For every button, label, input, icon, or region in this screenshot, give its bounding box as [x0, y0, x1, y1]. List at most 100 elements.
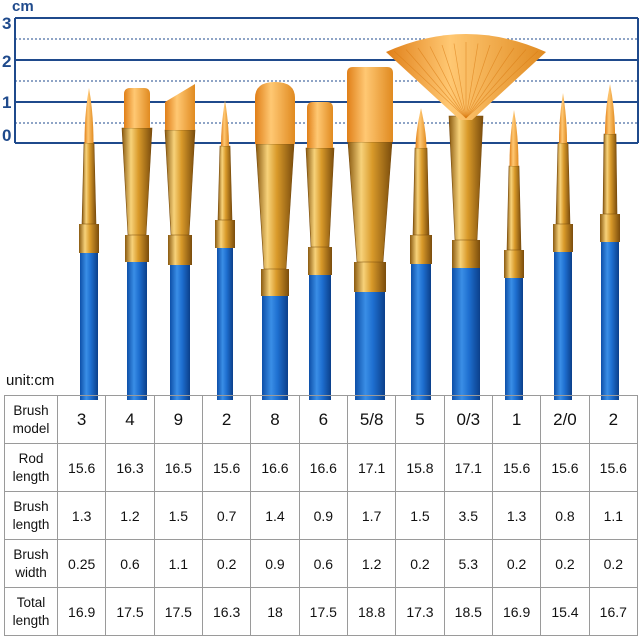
brush-ferrule [81, 142, 97, 225]
table-cell: 1.1 [153, 539, 203, 588]
table-cell: 15.6 [588, 443, 639, 492]
unit-label: unit:cm [6, 372, 55, 389]
table-cell: 15.6 [201, 443, 252, 492]
table-cell: 0.7 [201, 491, 252, 540]
paint-brush-flat [305, 102, 335, 400]
brush-ferrule-band [79, 224, 99, 253]
fan-bristle-line [429, 46, 467, 119]
table-row: Brush length 1.3 1.2 1.5 0.7 1.4 0.9 1.7 1.5 3.5 1.… [4, 491, 639, 540]
table-cell: 2 [201, 395, 252, 444]
row-header-line: Brush [13, 546, 49, 562]
brush-bristles [165, 84, 195, 130]
table-cell: 0.6 [298, 539, 348, 588]
table-cell: 1 [491, 395, 542, 444]
table-cell: 1.5 [395, 491, 445, 540]
brush-bristles [307, 102, 333, 148]
paint-brush-fan [386, 34, 546, 400]
table-cell: 0.2 [540, 539, 590, 588]
brush-handle [127, 262, 147, 400]
brush-bristles [559, 93, 567, 143]
table-cell: 1.3 [491, 491, 542, 540]
ruler-tick-label: 0 [2, 126, 12, 145]
fan-bristle-line [465, 47, 515, 119]
fan-bristle-line [441, 44, 467, 119]
brush-ferrule [347, 141, 393, 263]
brush-bristles [221, 100, 229, 146]
brush-bristles [84, 88, 94, 143]
table-cell: 0.2 [491, 539, 542, 588]
fan-bristle-line [405, 49, 467, 119]
row-header-line: length [12, 516, 50, 532]
paint-brush-round [553, 93, 573, 400]
table-cell: 16.9 [491, 587, 542, 636]
table-cell: 0.9 [250, 539, 300, 588]
table-cell: 17.5 [153, 587, 203, 636]
brush-bristles [605, 84, 615, 134]
brush-ferrule [412, 147, 430, 236]
row-header-line: model [12, 420, 50, 436]
table-cell: 15.6 [540, 443, 590, 492]
brush-illustration [14, 17, 639, 400]
table-cell: 16.3 [105, 443, 155, 492]
paint-brush-round [504, 110, 524, 400]
row-header: Brush length [4, 491, 58, 540]
table-cell: 2 [588, 395, 639, 444]
table-cell: 0.25 [56, 539, 107, 588]
table-cell: 4 [105, 395, 155, 444]
ruler-unit-label: cm [12, 0, 34, 15]
brush-ferrule-band [504, 250, 524, 278]
table-cell: 16.6 [298, 443, 348, 492]
paint-brush-flat [347, 67, 393, 400]
table-cell: 16.7 [588, 587, 639, 636]
row-header-line: Brush [13, 498, 49, 514]
table-cell: 5 [395, 395, 445, 444]
table-cell: 16.6 [250, 443, 300, 492]
brush-handle [355, 292, 385, 400]
table-cell: 17.5 [298, 587, 348, 636]
table-cell: 3.5 [443, 491, 493, 540]
fan-bristle-line [393, 50, 467, 119]
table-row: Rod length 15.6 16.3 16.5 15.6 16.6 16.6 17.1 15.… [4, 443, 639, 492]
row-header-line: width [15, 564, 47, 580]
table-cell: 15.4 [540, 587, 590, 636]
ruler-tick-label: 1 [2, 93, 12, 112]
table-row: Brush width 0.25 0.6 1.1 0.2 0.9 0.6 1.2 0.2 5.3 0.… [4, 539, 639, 588]
table-cell: 1.2 [105, 491, 155, 540]
brush-ferrule [164, 129, 196, 236]
brush-ferrule-band [600, 214, 620, 242]
table-cell: 16.3 [201, 587, 252, 636]
table-cell: 1.5 [153, 491, 203, 540]
fan-bristle-line [417, 47, 467, 119]
row-header: Rod length [4, 443, 58, 492]
row-header: Brush width [4, 539, 58, 588]
table-cell: 17.3 [395, 587, 445, 636]
row-header-line: Total [16, 594, 46, 610]
table-row: Brush model 3 4 9 2 8 6 5/8 5 0/3 1 2/0 2 [4, 395, 639, 444]
brush-ferrule [121, 127, 153, 236]
table-cell: 0/3 [443, 395, 493, 444]
paint-brush-filbert [255, 82, 295, 400]
brush-bristles [347, 67, 393, 142]
brush-ferrule [506, 165, 522, 251]
table-cell: 1.2 [346, 539, 397, 588]
table-cell: 18 [250, 587, 300, 636]
brush-ferrule-band [308, 247, 332, 275]
row-header-line: length [12, 612, 50, 628]
brush-handle [262, 296, 288, 400]
row-header-line: Rod [18, 450, 44, 466]
table-cell: 15.8 [395, 443, 445, 492]
brush-ferrule-band [452, 240, 480, 268]
table-cell: 3 [56, 395, 107, 444]
brush-set [79, 34, 620, 400]
fan-bristle-line [465, 44, 491, 119]
paint-brush-round [215, 100, 235, 400]
brush-handle [601, 242, 619, 400]
brush-handle [170, 265, 190, 400]
brush-handle [80, 253, 98, 400]
table-cell: 17.1 [443, 443, 493, 492]
brush-bristles [255, 82, 295, 144]
table-cell: 15.6 [56, 443, 107, 492]
brush-ferrule [448, 115, 484, 241]
brush-ferrule-band [261, 269, 289, 296]
table-cell: 0.8 [540, 491, 590, 540]
